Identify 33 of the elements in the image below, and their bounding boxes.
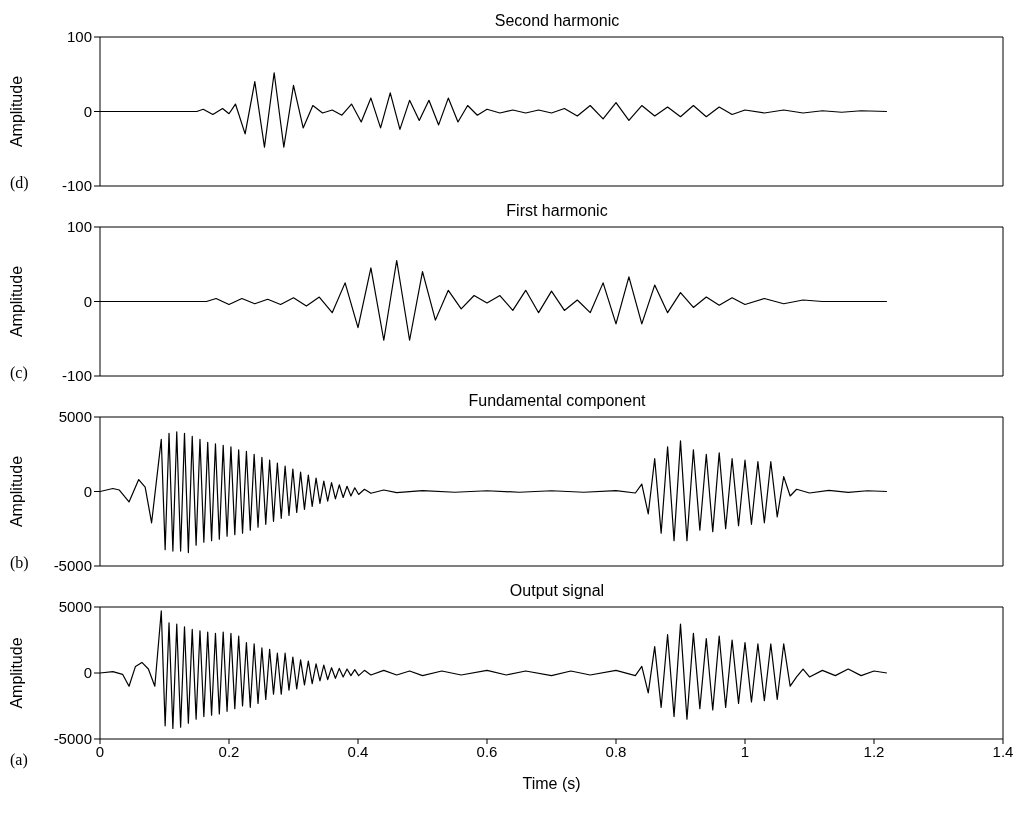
x-tick-label: 0.6 xyxy=(476,742,498,760)
x-tick-label: 1.4 xyxy=(992,742,1014,760)
y-tick-label: 100 xyxy=(66,218,92,236)
y-tick-label: 0 xyxy=(83,664,92,682)
y-tick-label: 0 xyxy=(83,102,92,120)
text: (d) xyxy=(10,174,29,192)
y-tick-label: 0 xyxy=(83,482,92,500)
y-tick-label: 100 xyxy=(66,28,92,46)
chart-title: Second harmonic xyxy=(493,12,621,30)
x-tick-label: 1 xyxy=(740,742,750,760)
y-tick-label: -5000 xyxy=(53,557,92,575)
y-tick-label: 0 xyxy=(83,292,92,310)
y-tick-label: 5000 xyxy=(58,598,92,616)
y-axis-title: Amplitude xyxy=(7,455,25,528)
x-tick-label: 0 xyxy=(95,742,105,760)
x-axis-title: Time (s) xyxy=(522,775,581,792)
chart-title: Output signal xyxy=(508,582,606,600)
chart-title: First harmonic xyxy=(505,202,609,220)
text: (c) xyxy=(10,364,28,382)
y-axis-title: Amplitude xyxy=(7,265,25,338)
x-tick-label: 0.4 xyxy=(347,742,369,760)
chart-title: Fundamental component xyxy=(467,392,647,410)
y-axis-title: Amplitude xyxy=(7,75,25,148)
y-axis-title: Amplitude xyxy=(7,637,25,709)
x-tick-label: 0.8 xyxy=(605,742,627,760)
y-tick-label: 5000 xyxy=(58,408,92,426)
x-tick-label: 0.2 xyxy=(218,742,240,760)
y-tick-label: -100 xyxy=(61,177,92,195)
text: (b) xyxy=(10,554,29,572)
x-tick-label: 1.2 xyxy=(863,742,885,760)
text: (a) xyxy=(10,751,28,769)
y-tick-label: -5000 xyxy=(53,730,92,748)
y-tick-label: -100 xyxy=(61,367,92,385)
